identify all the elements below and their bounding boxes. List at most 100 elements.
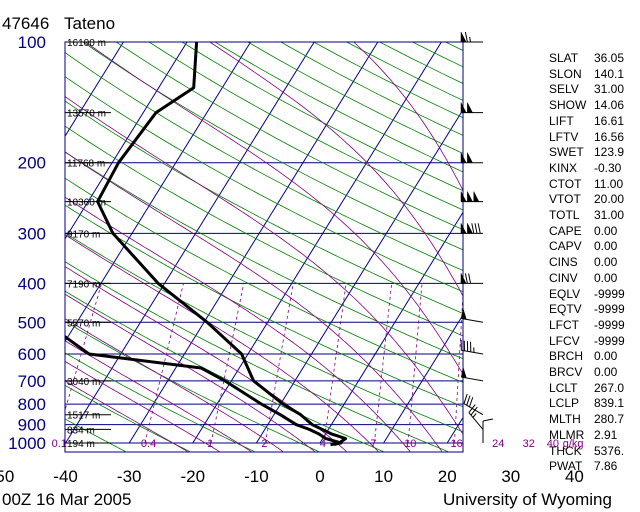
dry-adiabat [65, 100, 463, 314]
temperature-tick-label: 10 [374, 467, 393, 486]
mixing-ratio-label: 24 [492, 438, 504, 450]
mixing-ratio-line [496, 283, 501, 443]
index-key: MLTH [549, 412, 581, 427]
temperature-tick-label: -50 [0, 467, 14, 486]
wind-barb [482, 418, 494, 443]
moist-adiabat [65, 234, 379, 452]
index-value: 0.00 [594, 349, 618, 364]
index-key: BRCH [549, 349, 584, 364]
index-value: 280.7 [594, 412, 625, 427]
height-label: 16100 m [67, 38, 106, 49]
index-value: 0.00 [594, 239, 618, 254]
index-key: CINV [549, 270, 578, 285]
pressure-tick-label: 1000 [8, 434, 46, 453]
dry-adiabat [65, 261, 448, 452]
plot-frame [64, 41, 464, 453]
index-value: 0.00 [594, 223, 618, 238]
dry-adiabat [148, 42, 463, 211]
pressure-tick-label: 900 [18, 416, 46, 435]
dry-adiabat [65, 204, 463, 408]
moist-adiabat [65, 196, 411, 452]
dry-adiabat [65, 232, 463, 433]
temperature-tick-label: -30 [117, 467, 142, 486]
temperature-tick-label: 0 [315, 467, 324, 486]
height-label: 9170 m [67, 229, 100, 240]
wind-barb [460, 340, 484, 355]
temperature-tick-label: 20 [438, 467, 457, 486]
mixing-ratio-label: 4 [320, 438, 326, 450]
height-label: 11768 m [67, 159, 105, 170]
index-key: PWAT [549, 459, 583, 474]
index-key: SLON [549, 66, 582, 81]
moist-adiabat [65, 380, 188, 452]
height-label: 3040 m [67, 377, 100, 388]
mixing-ratio-line [65, 283, 102, 412]
isotherm [128, 42, 379, 444]
mixing-ratio-line [323, 283, 347, 444]
isotherm [255, 108, 463, 444]
isotherm [65, 42, 188, 240]
pressure-tick-label: 200 [18, 154, 46, 173]
moist-adiabat [65, 293, 315, 452]
index-key: EQTV [549, 302, 582, 317]
moist-adiabat [209, 42, 463, 297]
mixing-ratio-label: 2 [261, 438, 267, 450]
index-key: CAPE [549, 223, 582, 238]
index-value: 839.1 [594, 396, 625, 411]
height-label: 5570 m [67, 318, 100, 329]
dry-adiabat [65, 290, 384, 452]
wind-barb [460, 102, 483, 114]
dry-adiabat [82, 42, 463, 251]
dewpoint-profile [65, 334, 343, 447]
mixing-ratio-label: g/kg [563, 438, 584, 450]
index-key: MLMR [549, 427, 585, 442]
pressure-tick-label: 100 [18, 33, 46, 52]
station-name: Tateno [64, 14, 116, 33]
index-key: SLAT [549, 51, 579, 65]
moist-adiabat [65, 360, 220, 452]
data-source: University of Wyoming [443, 490, 612, 509]
index-key: CAPV [549, 239, 582, 254]
height-label: 194 m [67, 439, 95, 450]
dry-adiabat [65, 177, 463, 383]
index-value: 5376. [594, 443, 625, 458]
index-key: THCK [549, 443, 582, 458]
temperature-tick-label: -20 [181, 467, 206, 486]
wind-barb [460, 223, 483, 234]
mixing-ratio-line [527, 283, 528, 443]
height-label: 10360 m [67, 198, 106, 209]
mixing-ratio-label: 32 [523, 438, 535, 450]
temperature-tick-label: -40 [53, 467, 78, 486]
index-value: 0.00 [594, 365, 618, 379]
index-value: 0.00 [594, 270, 618, 285]
index-value: 31.00 [594, 82, 625, 97]
index-value: 36.05 [594, 51, 625, 65]
index-key: TOTL [549, 208, 580, 222]
dry-adiabat [115, 42, 463, 231]
wind-barb [463, 393, 484, 416]
moist-adiabat [65, 340, 252, 452]
index-value: -9999 [594, 286, 625, 301]
mixing-ratio-label: 16 [450, 438, 462, 450]
height-label: 13570 m [67, 109, 106, 120]
wind-barb [460, 191, 483, 203]
mixing-ratio-line [407, 283, 423, 444]
index-value: -9999 [594, 302, 625, 317]
mixing-ratio-label: 7 [370, 438, 376, 450]
dry-adiabat [65, 321, 319, 452]
index-value: 2.91 [594, 427, 618, 442]
index-value: 267.0 [594, 380, 625, 395]
index-value: 16.56 [594, 129, 625, 144]
temperature-tick-label: 40 [565, 467, 584, 486]
wind-barb [460, 152, 483, 164]
index-key: LFCV [549, 333, 580, 348]
pressure-tick-label: 700 [18, 372, 46, 391]
temperature-tick-label: 30 [501, 467, 520, 486]
index-value: 14.06 [594, 98, 625, 113]
moist-adiabat [85, 42, 463, 376]
index-value: 16.61 [594, 113, 625, 128]
mixing-ratio-label: 0.1 [52, 438, 67, 450]
mixing-ratio-label: 1 [207, 438, 213, 450]
moist-adiabat [65, 151, 443, 452]
